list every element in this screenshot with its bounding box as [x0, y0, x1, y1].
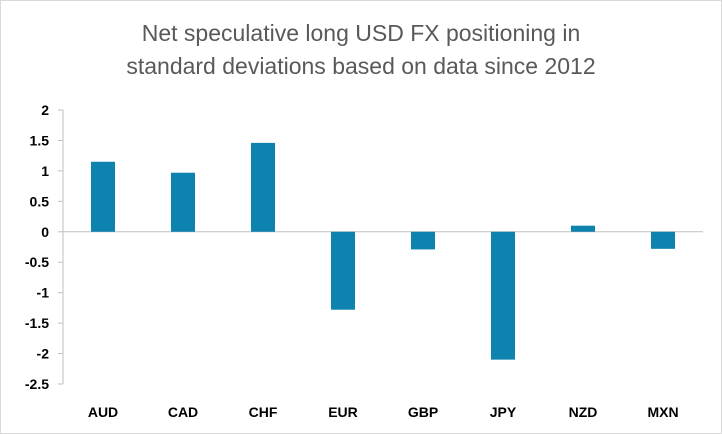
bar-gbp [411, 231, 435, 250]
chart-title: Net speculative long USD FX positioning … [1, 17, 721, 83]
y-tick-label: 0 [41, 224, 49, 240]
bar-cad [171, 172, 195, 232]
y-tick-label: -2 [37, 346, 50, 362]
bar-nzd [571, 225, 595, 232]
bar-mxn [651, 231, 675, 249]
y-tick-label: -2.5 [25, 376, 49, 392]
x-tick-label: MXN [647, 404, 678, 420]
y-tick-label: -1 [37, 285, 50, 301]
chart-title-line-1: Net speculative long USD FX positioning … [141, 20, 581, 46]
x-tick-label: AUD [88, 404, 118, 420]
y-tick-label: 1.5 [30, 132, 50, 148]
bar-eur [331, 231, 355, 310]
x-tick-label: NZD [569, 404, 598, 420]
y-tick-label: -1.5 [25, 315, 49, 331]
chart-title-line-2: standard deviations based on data since … [126, 53, 596, 79]
x-tick-label: GBP [408, 404, 438, 420]
y-tick-label: 2 [41, 102, 49, 118]
bar-chf [251, 142, 275, 232]
y-tick-label: 1 [41, 163, 49, 179]
bar-jpy [491, 231, 515, 360]
y-tick-label: 0.5 [30, 193, 50, 209]
x-tick-label: CHF [249, 404, 278, 420]
y-tick-label: -0.5 [25, 254, 49, 270]
x-tick-label: EUR [328, 404, 358, 420]
x-tick-label: JPY [490, 404, 517, 420]
x-tick-label: CAD [168, 404, 198, 420]
bar-aud [91, 161, 115, 232]
